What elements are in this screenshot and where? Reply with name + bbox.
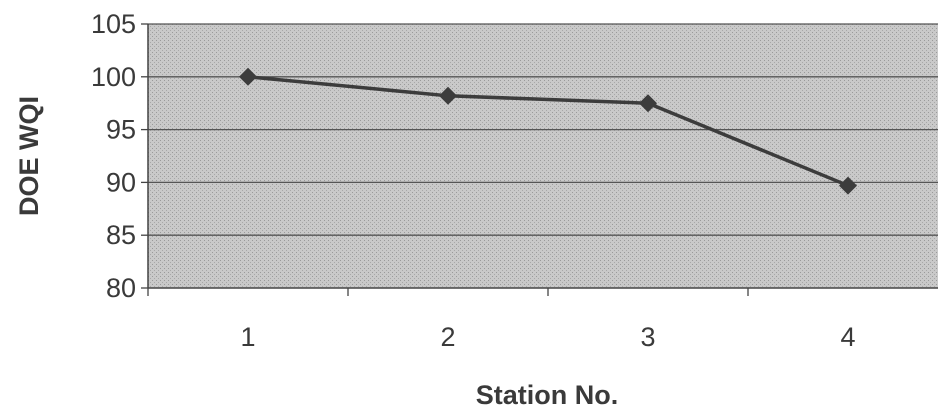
y-axis-ticks: 80 85 90 95 100 105 (91, 9, 148, 303)
y-tick-label: 100 (91, 62, 136, 92)
data-point-marker (439, 86, 457, 105)
data-point-marker (839, 176, 857, 195)
data-point-marker (639, 94, 657, 113)
x-tick-label: 2 (440, 322, 455, 352)
y-tick-label: 85 (106, 220, 136, 250)
y-tick-label: 105 (91, 9, 136, 39)
plot-area (148, 24, 938, 288)
y-tick-label: 95 (106, 115, 136, 145)
y-tick-label: 80 (106, 273, 136, 303)
x-axis-title: Station No. (476, 380, 619, 407)
x-tick-label: 3 (640, 322, 655, 352)
y-tick-label: 90 (106, 167, 136, 197)
data-point-marker (239, 67, 257, 86)
y-axis-title: DOE WQI (14, 96, 44, 216)
x-axis-ticks: 1 2 3 4 (147, 288, 856, 352)
x-tick-label: 4 (840, 322, 855, 352)
x-tick-label: 1 (240, 322, 255, 352)
series-group (239, 67, 857, 195)
gridlines (148, 23, 938, 236)
series-line (247, 75, 849, 188)
